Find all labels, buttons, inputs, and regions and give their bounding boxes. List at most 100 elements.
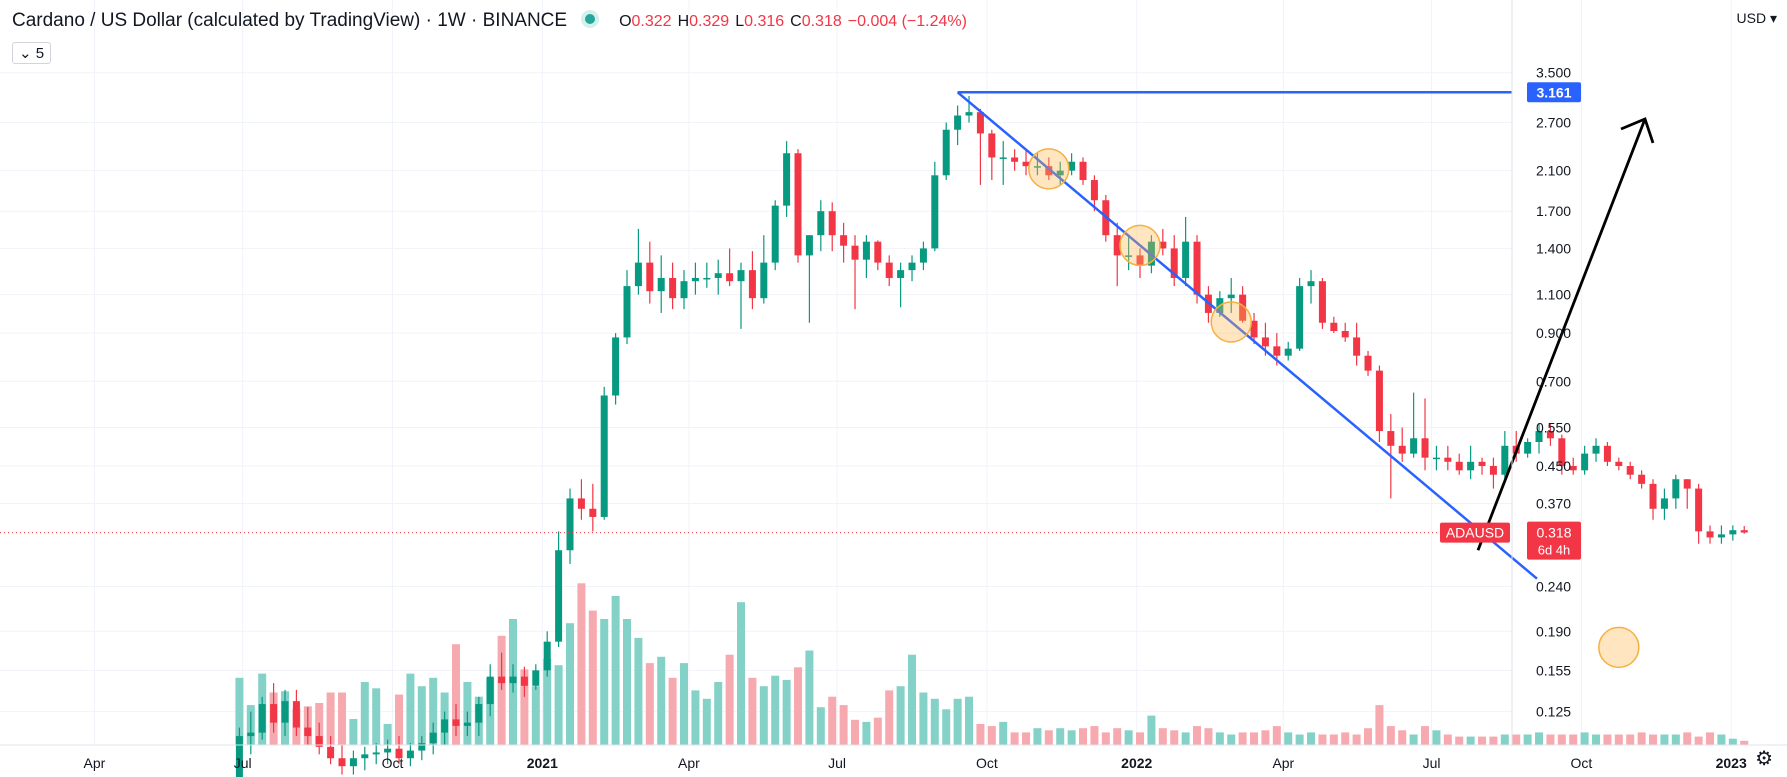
candle: [566, 488, 574, 564]
volume-bar: [1352, 734, 1361, 745]
symbol-badge-label: ADAUSD: [1446, 525, 1504, 541]
ohlc-readout: O0.322 H0.329 L0.316 C0.318 −0.004 (−1.24%): [613, 13, 967, 30]
candle-body: [1729, 530, 1737, 535]
volume-bar: [1261, 730, 1270, 745]
high-value: 0.329: [689, 13, 730, 30]
candle: [600, 386, 608, 520]
candle-body: [1432, 457, 1440, 460]
volume-bar: [1170, 730, 1179, 745]
volume-bar: [942, 709, 951, 745]
volume-bar: [1272, 726, 1281, 745]
volume-bar: [1101, 732, 1110, 745]
candle: [1455, 453, 1463, 475]
candle-body: [555, 550, 563, 642]
candle-body: [543, 641, 551, 671]
time-tick-label: Jul: [828, 755, 846, 771]
price-tick-label: 0.900: [1536, 325, 1571, 341]
volume-bar: [1546, 734, 1555, 745]
candle: [1706, 525, 1714, 544]
candle-body: [384, 748, 392, 753]
volume-bar: [1215, 732, 1224, 745]
candle: [942, 122, 950, 181]
volume-bar: [725, 654, 734, 745]
currency-selector[interactable]: USD ▾: [1737, 10, 1777, 27]
candle-body: [908, 262, 916, 271]
candle: [1489, 457, 1497, 489]
candle-body: [1033, 166, 1041, 168]
candle-body: [1250, 320, 1258, 338]
volume-bar: [520, 669, 529, 745]
candle-body: [1387, 431, 1395, 446]
candle: [1079, 157, 1087, 185]
candle: [1524, 438, 1532, 458]
resistance-price-label: 3.161: [1536, 84, 1571, 100]
time-tick-label: 2022: [1121, 755, 1152, 771]
candle: [418, 736, 426, 761]
candle-body: [1045, 166, 1053, 176]
volume-bar: [873, 717, 882, 745]
candle: [1638, 470, 1646, 489]
candle-body: [999, 157, 1007, 159]
candle-body: [1090, 180, 1098, 201]
volume-bar: [816, 707, 825, 745]
candle: [840, 222, 848, 263]
candle-body: [1068, 161, 1076, 171]
candle-body: [1193, 241, 1201, 295]
volume-bar: [406, 673, 415, 745]
candle-body: [1615, 461, 1623, 467]
volume-bar: [1535, 732, 1544, 745]
volume-bar: [1432, 730, 1441, 745]
volume-bar: [1455, 736, 1464, 745]
candle: [1717, 525, 1725, 544]
candle: [441, 711, 449, 745]
candle-body: [1261, 337, 1269, 347]
chevron-down-icon: ▾: [1766, 10, 1777, 26]
candle-body: [954, 115, 962, 130]
candle-body: [1592, 445, 1600, 454]
candle: [1558, 434, 1566, 475]
volume-bar: [759, 686, 768, 745]
candle: [1467, 445, 1475, 480]
candle-body: [1136, 255, 1144, 266]
low-key: L: [735, 13, 745, 30]
candle-body: [406, 750, 414, 759]
candle: [247, 711, 255, 755]
candle: [1113, 222, 1121, 287]
candle: [1649, 479, 1657, 520]
volume-bar: [1250, 732, 1259, 745]
chevron-down-icon: ⌄: [19, 45, 32, 62]
gear-icon[interactable]: ⚙: [1755, 748, 1773, 770]
candle-body: [748, 270, 756, 299]
candle: [1239, 286, 1247, 323]
candle-body: [1581, 453, 1589, 471]
candle: [1672, 474, 1680, 509]
candle-body: [1695, 488, 1703, 532]
candle-body: [463, 722, 471, 726]
symbol-title[interactable]: Cardano / US Dollar (calculated by Tradi…: [12, 10, 568, 31]
volume-bar: [1204, 728, 1213, 745]
volume-bar: [794, 667, 803, 745]
candle: [258, 696, 266, 740]
open-value: 0.322: [631, 13, 672, 30]
volume-bar: [839, 705, 848, 745]
volume-bar: [452, 644, 461, 745]
candle: [874, 240, 882, 271]
candle: [1227, 277, 1235, 313]
candle: [1546, 424, 1554, 446]
price-tick-label: 3.500: [1536, 65, 1571, 81]
touch-circle: [1028, 148, 1070, 190]
candle: [498, 652, 506, 690]
candle-body: [1341, 330, 1349, 338]
candle-body: [1740, 530, 1748, 533]
volume-bar: [395, 694, 404, 745]
candle: [1250, 312, 1258, 345]
candle-body: [1307, 281, 1315, 287]
candle-body: [976, 112, 984, 134]
volume-bar: [1056, 728, 1065, 745]
indicators-toggle[interactable]: ⌄ 5: [12, 42, 52, 64]
time-tick-label: 2023: [1716, 755, 1747, 771]
volume-bar: [235, 677, 244, 745]
candle: [1615, 457, 1623, 471]
close-key: C: [790, 13, 802, 30]
